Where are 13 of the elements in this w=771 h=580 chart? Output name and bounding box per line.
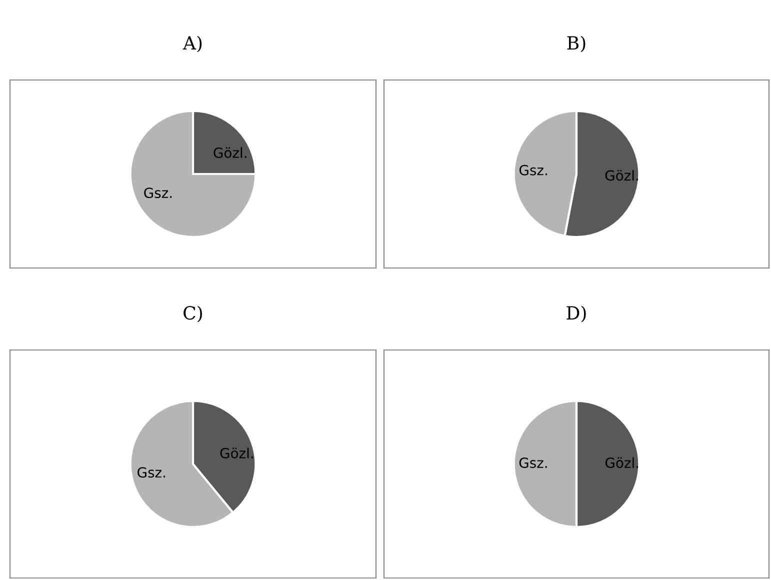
slice-label: Gsz. bbox=[144, 188, 172, 198]
slice-label: Gözl. bbox=[220, 448, 253, 458]
slice-label: Gözl. bbox=[605, 457, 638, 468]
slice-label: Gözl. bbox=[605, 170, 638, 181]
slice-label: Gsz. bbox=[520, 164, 547, 176]
slice-label: Gözl. bbox=[214, 147, 246, 158]
chart-title: B) bbox=[567, 36, 586, 52]
slice-label: Gsz. bbox=[519, 458, 547, 468]
pie-slice bbox=[129, 110, 257, 238]
chart-title: D) bbox=[566, 306, 586, 322]
chart-title: A) bbox=[182, 36, 202, 52]
slice-label: Gsz. bbox=[138, 467, 165, 478]
chart-title: C) bbox=[184, 306, 202, 322]
